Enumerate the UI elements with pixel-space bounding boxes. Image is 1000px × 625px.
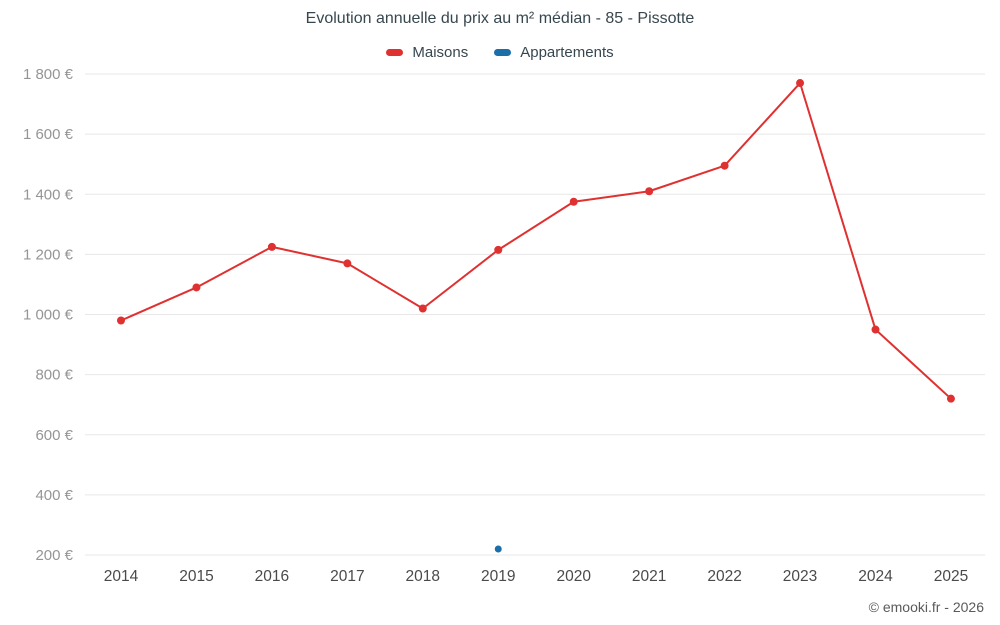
y-tick-label: 1 800 €	[23, 66, 74, 83]
legend-label-appartements: Appartements	[520, 44, 614, 61]
x-tick-label: 2022	[707, 568, 741, 585]
legend-item-maisons[interactable]: Maisons	[386, 44, 468, 61]
y-tick-label: 1 000 €	[23, 307, 74, 324]
maisons-data-point[interactable]	[418, 304, 427, 313]
maisons-line	[120, 82, 952, 400]
footer-credit: © emooki.fr - 2026	[868, 599, 984, 615]
x-tick-label: 2021	[632, 568, 666, 585]
x-tick-label: 2019	[481, 568, 515, 585]
y-tick-label: 1 400 €	[23, 186, 74, 203]
maisons-data-point[interactable]	[645, 187, 654, 196]
maisons-data-point[interactable]	[569, 197, 578, 206]
chart-legend: Maisons Appartements	[0, 44, 1000, 61]
maisons-data-point[interactable]	[946, 394, 955, 403]
maisons-data-point[interactable]	[720, 161, 729, 170]
x-tick-label: 2020	[556, 568, 591, 585]
legend-item-appartements[interactable]: Appartements	[494, 44, 614, 61]
y-tick-label: 600 €	[35, 427, 73, 444]
y-tick-label: 200 €	[35, 547, 73, 564]
maisons-data-point[interactable]	[192, 283, 201, 292]
x-tick-label: 2024	[858, 568, 893, 585]
maisons-data-point[interactable]	[796, 79, 805, 88]
appartements-series-swatch-icon	[494, 49, 512, 56]
maisons-data-point[interactable]	[267, 242, 276, 251]
maisons-data-point[interactable]	[117, 316, 125, 325]
maisons-series-swatch-icon	[386, 49, 404, 56]
chart-title: Evolution annuelle du prix au m² médian …	[305, 10, 695, 27]
x-tick-label: 2018	[406, 568, 440, 585]
y-tick-label: 1 200 €	[23, 246, 74, 263]
maisons-data-point[interactable]	[494, 245, 503, 254]
x-tick-label: 2016	[255, 568, 289, 585]
appartements-data-point[interactable]	[494, 545, 502, 553]
x-tick-label: 2014	[104, 568, 139, 585]
y-tick-label: 1 600 €	[23, 126, 74, 143]
y-tick-label: 400 €	[35, 487, 73, 504]
maisons-data-point[interactable]	[871, 325, 880, 334]
x-tick-label: 2023	[783, 568, 817, 585]
maisons-data-point[interactable]	[343, 259, 352, 268]
x-tick-label: 2025	[934, 568, 968, 585]
x-tick-label: 2017	[330, 568, 364, 585]
y-tick-label: 800 €	[35, 367, 73, 384]
x-tick-label: 2015	[179, 568, 213, 585]
legend-label-maisons: Maisons	[412, 44, 469, 61]
